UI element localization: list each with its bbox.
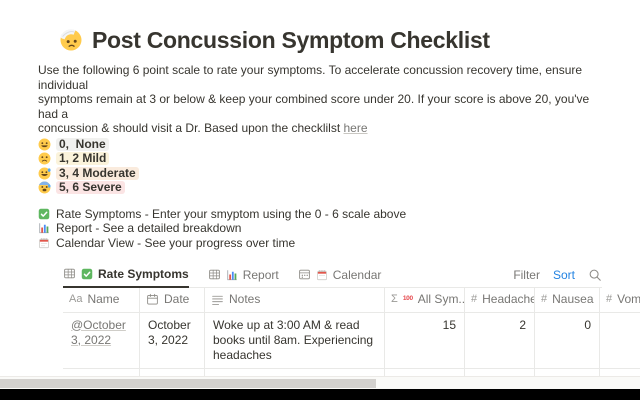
feature-list: Rate Symptoms - Enter your smyptom using… <box>38 207 602 250</box>
table-view-icon <box>63 267 76 280</box>
feature-rate-symptoms: Rate Symptoms - Enter your smyptom using… <box>38 207 602 221</box>
intro-line: concussion & should visit a Dr. Based up… <box>38 121 368 135</box>
all-symptoms-cell[interactable]: 15 <box>385 312 465 368</box>
table-row: @October 3, 2022 October 3, 2022 Woke up… <box>63 312 640 369</box>
number-hash-icon: # <box>541 293 548 305</box>
feature-text: Report - See a detailed breakdown <box>56 221 242 235</box>
tab-label: Rate Symptoms <box>98 266 189 281</box>
number-hash-icon: # <box>471 293 478 305</box>
scale-item-mild: 1, 2 Mild <box>38 152 602 166</box>
hundred-points-icon: 100 <box>402 295 413 303</box>
tab-calendar[interactable]: Calendar <box>298 267 382 287</box>
tab-label: Calendar <box>332 267 382 282</box>
search-icon[interactable] <box>588 268 602 282</box>
notes-lines-icon <box>211 293 224 306</box>
check-box-icon <box>81 268 93 280</box>
column-header-notes[interactable]: Notes <box>205 287 385 312</box>
confused-face-icon <box>38 152 51 165</box>
feature-calendar-view: Calendar View - See your progress over t… <box>38 236 602 250</box>
intro-line: Use the following 6 point scale to rate … <box>38 63 583 92</box>
table-header-row: Aa Name Date Notes Σ 100 <box>63 287 640 313</box>
column-header-all-symptoms[interactable]: Σ 100 All Sym... <box>385 287 465 312</box>
calendar-icon <box>146 293 159 306</box>
page-title: Post Concussion Symptom Checklist <box>92 27 490 53</box>
column-header-vomiting[interactable]: # Vomiting <box>606 292 640 306</box>
text-type-icon: Aa <box>69 293 83 305</box>
column-header-headache[interactable]: # Headache <box>465 287 535 312</box>
sort-button[interactable]: Sort <box>552 267 575 282</box>
page-content: Post Concussion Symptom Checklist Use th… <box>38 26 640 400</box>
feature-report: Report - See a detailed breakdown <box>38 221 602 235</box>
headache-cell[interactable]: 2 <box>465 312 535 368</box>
scale-label: 0, None <box>56 137 109 151</box>
intro-paragraph: Use the following 6 point scale to rate … <box>38 63 602 136</box>
nausea-cell[interactable]: 0 <box>535 312 600 368</box>
column-header-date[interactable]: Date <box>140 287 205 312</box>
bar-chart-icon <box>226 269 238 281</box>
anxious-sweat-face-icon <box>38 181 51 194</box>
scale-label: 5, 6 Severe <box>56 181 125 195</box>
face-with-head-bandage-icon <box>59 28 83 52</box>
date-cell[interactable]: October 3, 2022 <box>140 312 205 368</box>
intro-line: symptoms remain at 3 or below & keep you… <box>38 92 590 121</box>
filter-button[interactable]: Filter <box>513 267 540 282</box>
spiral-calendar-icon <box>38 237 50 249</box>
bar-chart-icon <box>38 222 50 234</box>
grinning-face-icon <box>38 138 51 151</box>
table-view-icon <box>208 268 221 281</box>
tab-rate-symptoms[interactable]: Rate Symptoms <box>63 267 189 288</box>
horizontal-scrollbar-thumb[interactable] <box>0 379 376 388</box>
name-cell[interactable]: @October 3, 2022 <box>63 312 140 368</box>
notes-cell[interactable]: Woke up at 3:00 AM & read books until 8a… <box>205 312 385 368</box>
scale-label: 1, 2 Mild <box>56 152 110 166</box>
here-link[interactable]: here <box>343 121 368 135</box>
check-box-icon <box>38 208 50 220</box>
sum-formula-icon: Σ <box>391 293 398 305</box>
severity-scale-list: 0, None 1, 2 Mild 3, 4 Moderate 5, 6 Sev… <box>38 137 602 195</box>
scale-label: 3, 4 Moderate <box>56 166 139 180</box>
scale-item-moderate: 3, 4 Moderate <box>38 166 602 181</box>
scale-item-none: 0, None <box>38 137 602 152</box>
vomiting-cell[interactable] <box>600 313 640 368</box>
column-header-name[interactable]: Aa Name <box>63 287 140 312</box>
tab-label: Report <box>242 267 279 282</box>
feature-text: Calendar View - See your progress over t… <box>56 235 296 250</box>
database-tab-bar: Rate Symptoms Report Calendar <box>63 263 602 288</box>
column-header-nausea[interactable]: # Nausea <box>535 287 600 312</box>
feature-text: Rate Symptoms - Enter your smyptom using… <box>56 206 407 221</box>
spiral-calendar-icon <box>316 269 328 281</box>
tab-report[interactable]: Report <box>208 268 279 287</box>
calendar-view-icon <box>298 268 311 281</box>
grinning-sweat-face-icon <box>38 167 51 180</box>
page-title-row: Post Concussion Symptom Checklist <box>59 26 602 54</box>
database-toolbar: Filter Sort <box>513 268 602 282</box>
horizontal-scrollbar-track[interactable] <box>0 376 640 389</box>
number-hash-icon: # <box>606 293 613 305</box>
bottom-black-bar <box>0 389 640 400</box>
scale-item-severe: 5, 6 Severe <box>38 181 602 195</box>
